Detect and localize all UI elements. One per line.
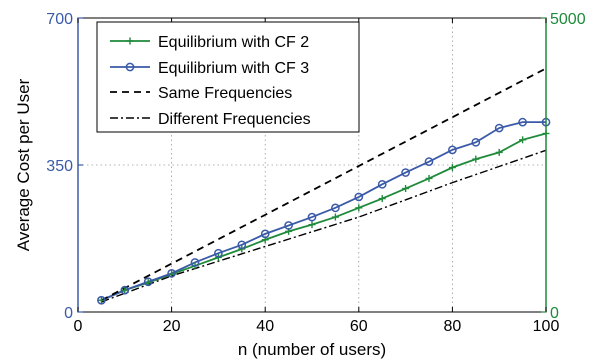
x-tick-label: 0 (74, 318, 83, 335)
x-tick-label: 20 (163, 318, 181, 335)
x-axis-label: n (number of users) (238, 340, 386, 359)
x-tick-label: 80 (444, 318, 462, 335)
legend-label-same: Same Frequencies (158, 85, 292, 102)
legend-label-cf3: Equilibrium with CF 3 (158, 60, 309, 77)
y-tick-label-left: 700 (46, 11, 73, 28)
x-tick-label: 60 (350, 318, 368, 335)
y-axis-label: Average Cost per User (14, 78, 33, 251)
legend-label-diff: Different Frequencies (158, 111, 311, 128)
legend: Equilibrium with CF 2 Equilibrium with CF… (97, 22, 359, 132)
legend-label-cf2: Equilibrium with CF 2 (158, 34, 309, 51)
y-tick-label-left: 350 (46, 158, 73, 175)
y-tick-label-right: 0 (550, 305, 559, 322)
y-tick-label-left: 0 (64, 305, 73, 322)
y-tick-label-right: 5000 (550, 11, 586, 28)
x-tick-label: 40 (256, 318, 274, 335)
